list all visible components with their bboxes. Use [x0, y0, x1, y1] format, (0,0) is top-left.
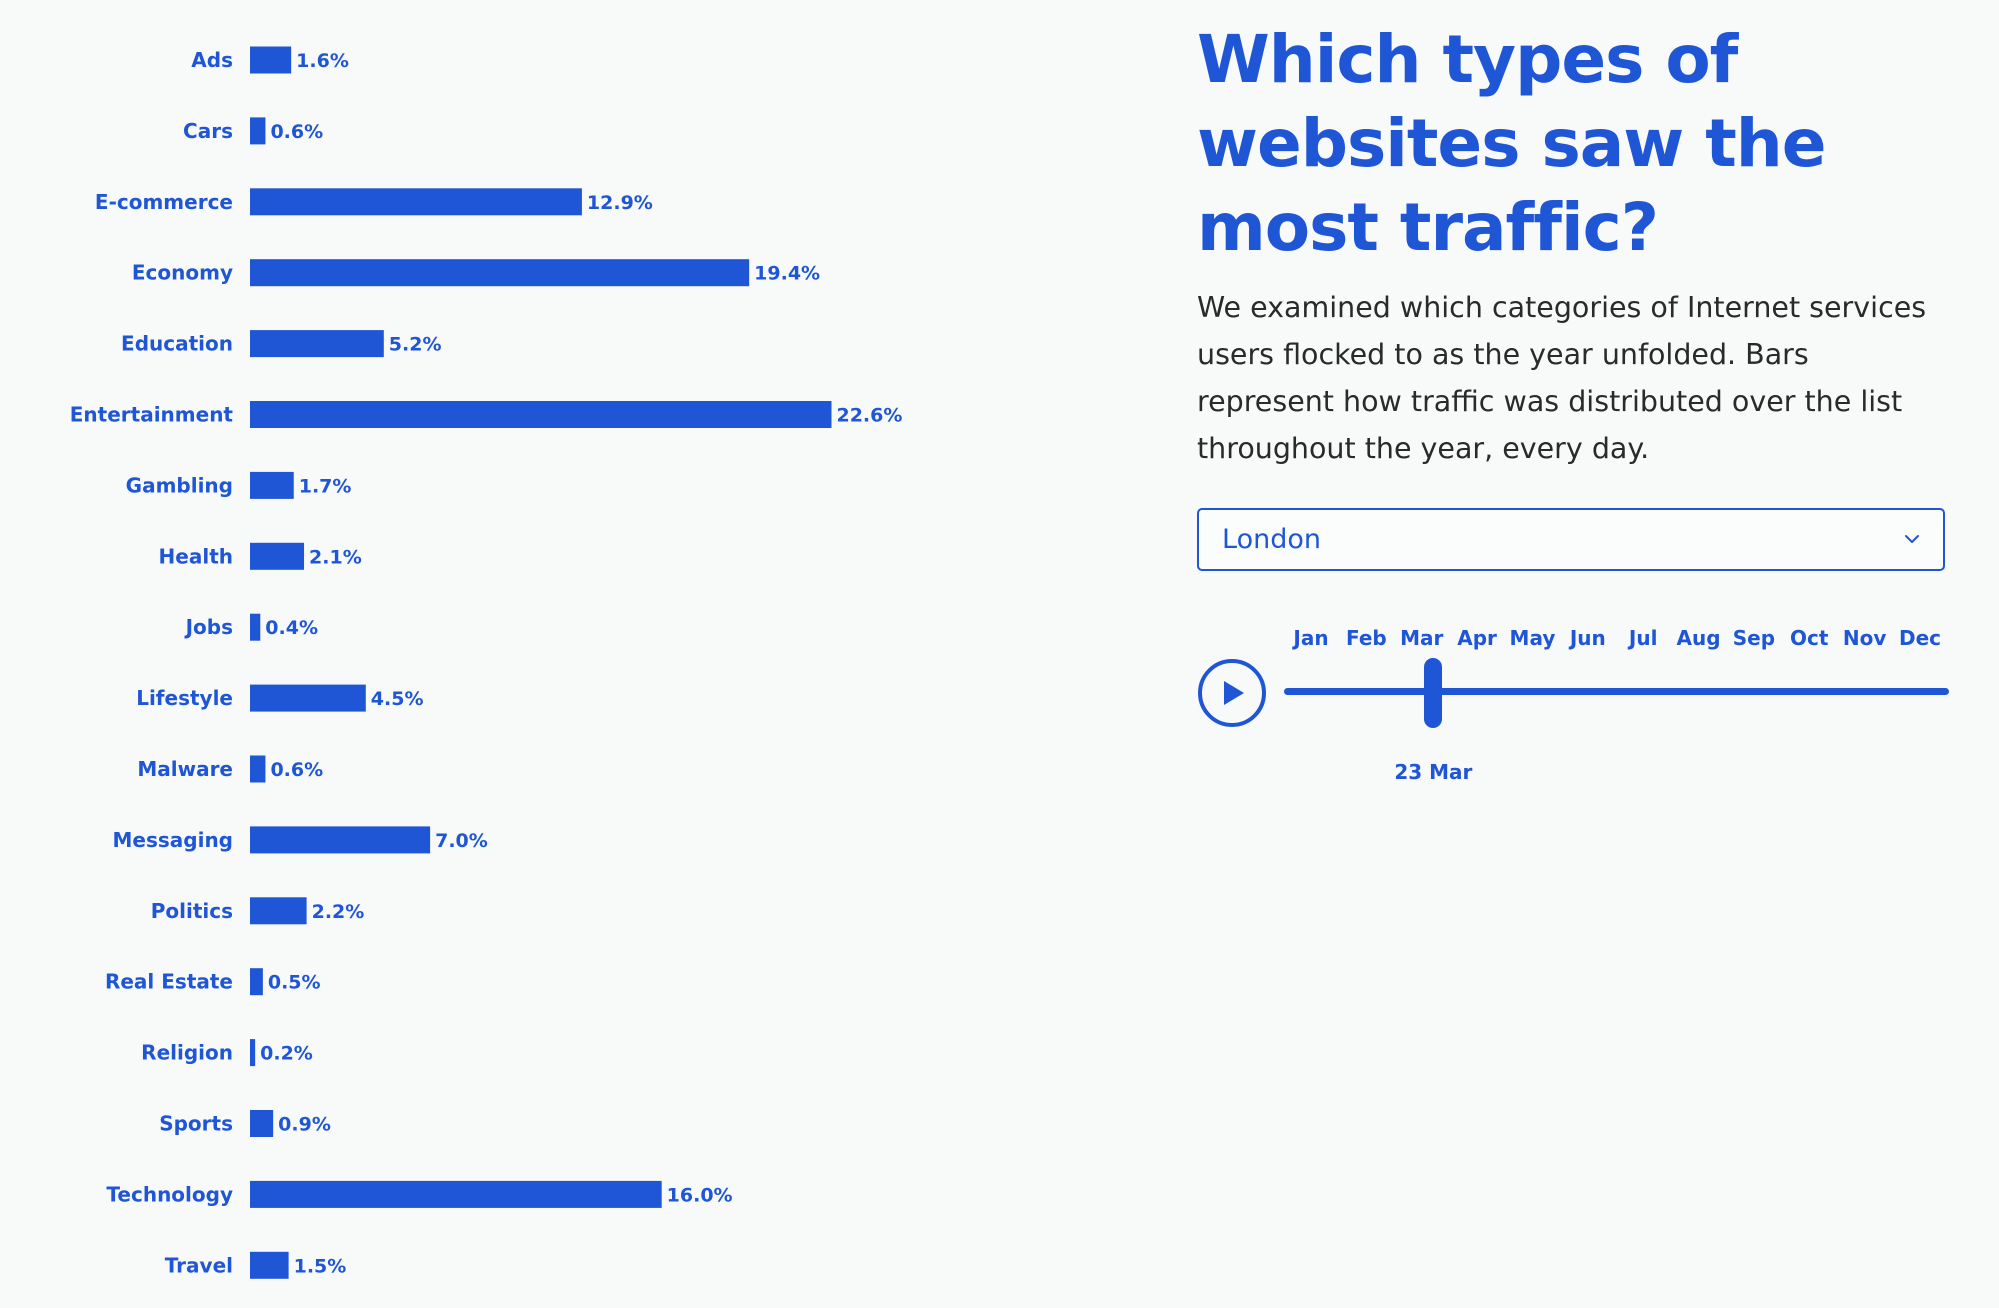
category-label: Jobs	[184, 615, 233, 639]
month-label-jun[interactable]: Jun	[1569, 626, 1606, 650]
bar	[250, 1039, 256, 1067]
location-select[interactable]: London	[1197, 508, 1945, 571]
category-label: Cars	[183, 119, 233, 143]
timeline: Jan Feb Mar Apr May Jun Jul Aug Sep Oct Nov Dec 23 …	[1197, 618, 1949, 784]
bar	[250, 755, 266, 783]
month-label-sep[interactable]: Sep	[1732, 626, 1776, 650]
traffic-bar-chart: Ads 1.6% Cars 0.6% E-commerce 12.9% Economy 19.…	[70, 46, 902, 1279]
category-label: E-commerce	[95, 190, 233, 214]
bar	[250, 897, 307, 925]
category-label: Lifestyle	[136, 686, 233, 710]
category-label: Malware	[137, 757, 233, 781]
bar	[250, 826, 431, 854]
bar-value-label: 0.2%	[260, 1043, 313, 1065]
bar-value-label: 4.5%	[371, 688, 424, 710]
category-label: Politics	[151, 899, 233, 923]
bar-value-label: 2.2%	[312, 901, 365, 923]
category-label: Economy	[132, 261, 233, 285]
category-label: Travel	[165, 1253, 233, 1277]
category-label: Religion	[141, 1041, 233, 1065]
bar	[250, 259, 750, 287]
bar-chart-svg: Ads 1.6% Cars 0.6% E-commerce 12.9% Economy 19.…	[70, 46, 902, 1279]
category-label: Gambling	[126, 473, 233, 497]
bar	[250, 968, 263, 996]
category-label: Messaging	[113, 828, 234, 852]
category-label: Health	[159, 544, 233, 568]
month-label-mar[interactable]: Mar	[1400, 626, 1444, 650]
timeline-slider-track[interactable]	[1284, 688, 1949, 695]
timeline-slider-handle[interactable]	[1424, 658, 1443, 728]
category-label: Technology	[106, 1182, 233, 1206]
bar-value-label: 1.5%	[294, 1255, 347, 1277]
category-label: Entertainment	[70, 403, 234, 427]
bar	[250, 471, 294, 499]
bar-value-label: 7.0%	[435, 830, 488, 852]
month-label-may[interactable]: May	[1509, 626, 1556, 650]
bar	[250, 613, 261, 641]
bar	[250, 1251, 289, 1279]
bar	[250, 330, 384, 358]
bar	[250, 46, 292, 74]
bar-value-label: 1.7%	[299, 475, 352, 497]
month-label-aug[interactable]: Aug	[1676, 626, 1721, 650]
current-date-label: 23 Mar	[1394, 760, 1473, 784]
bar-value-label: 0.6%	[270, 121, 323, 143]
bar	[250, 117, 266, 145]
bar-value-label: 2.1%	[309, 546, 362, 568]
info-panel: Which types of websites saw the most tra…	[1197, 18, 1949, 784]
month-label-nov[interactable]: Nov	[1842, 626, 1887, 650]
play-icon[interactable]	[1197, 658, 1267, 728]
bar-value-label: 16.0%	[667, 1184, 733, 1206]
chevron-down-icon	[1905, 535, 1919, 543]
bar-value-label: 0.5%	[268, 972, 321, 994]
bar-value-label: 0.6%	[270, 759, 323, 781]
bar	[250, 684, 366, 712]
bar	[250, 1110, 274, 1137]
category-label: Education	[121, 332, 233, 356]
bar-value-label: 0.9%	[278, 1114, 331, 1136]
bar-value-label: 5.2%	[389, 334, 442, 356]
description-text: We examined which categories of Internet…	[1197, 291, 1927, 465]
page-title: Which types of websites saw the most tra…	[1197, 21, 1827, 266]
month-label-feb[interactable]: Feb	[1345, 626, 1387, 650]
category-label: Real Estate	[105, 970, 233, 994]
month-label-oct[interactable]: Oct	[1790, 626, 1829, 650]
category-label: Sports	[159, 1112, 233, 1136]
month-label-jan[interactable]: Jan	[1293, 626, 1329, 650]
bar-value-label: 22.6%	[836, 405, 902, 427]
bar-value-label: 0.4%	[265, 617, 318, 639]
bar	[250, 401, 832, 428]
bar	[250, 188, 582, 216]
bar-value-label: 19.4%	[754, 263, 820, 285]
category-label: Ads	[191, 48, 233, 72]
bar	[250, 1180, 662, 1208]
month-label-dec[interactable]: Dec	[1898, 626, 1942, 650]
bar-value-label: 1.6%	[296, 50, 349, 72]
bar	[250, 542, 305, 570]
month-label-apr[interactable]: Apr	[1457, 626, 1497, 650]
bar-value-label: 12.9%	[587, 192, 653, 214]
location-select-value: London	[1222, 524, 1321, 555]
month-label-jul[interactable]: Jul	[1628, 626, 1658, 650]
